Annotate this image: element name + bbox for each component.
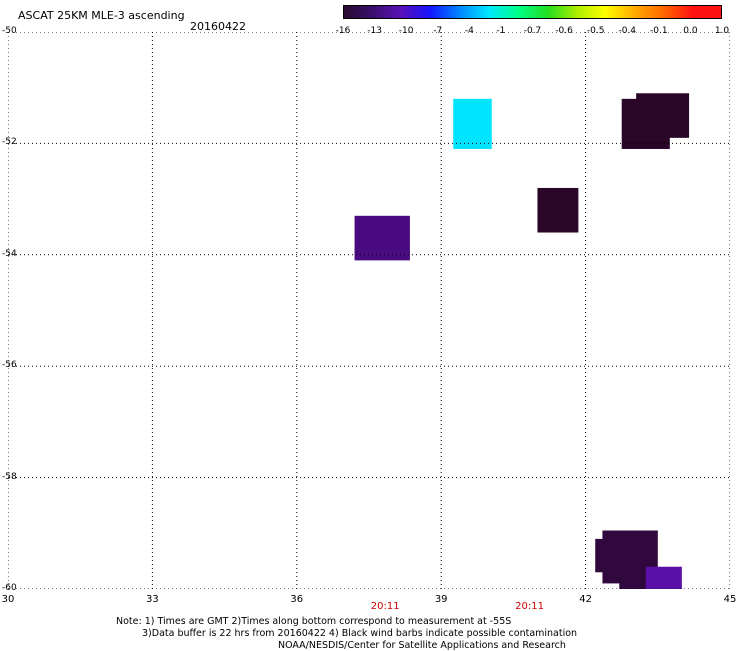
- color-scale-label: 1.0: [714, 26, 730, 36]
- color-scale-segment: [430, 5, 461, 19]
- note-line-1: Note: 1) Times are GMT 2)Times along bot…: [116, 616, 512, 627]
- color-scale-segment: [343, 5, 373, 19]
- color-scale-segment: [692, 5, 723, 19]
- longitude-tick: 42: [579, 594, 592, 605]
- color-scale-segment: [517, 5, 548, 19]
- color-scale-label: -0.5: [586, 26, 605, 36]
- color-scale-label: -0.6: [555, 26, 573, 36]
- color-scale-segment: [605, 5, 636, 19]
- wind-cell: [453, 98, 492, 149]
- color-scale-bar: [343, 5, 723, 19]
- latitude-tick: -50: [2, 26, 17, 36]
- color-scale-label: -7: [433, 26, 443, 36]
- note-line-2: 3)Data buffer is 22 hrs from 20160422 4)…: [142, 628, 578, 639]
- pass-time-label: 20:11: [370, 601, 400, 612]
- color-scale-label: -4: [464, 26, 474, 36]
- product-date: 20160422: [190, 20, 246, 33]
- color-scale-label: -16: [335, 26, 351, 36]
- color-scale-label: 0.0: [683, 26, 698, 36]
- wind-cell: [645, 566, 682, 589]
- map-plot-area: [8, 32, 730, 589]
- wind-cell: [537, 187, 579, 233]
- color-scale-label: -10: [398, 26, 414, 36]
- color-scale-segment: [663, 5, 694, 19]
- color-scale-label: -0.7: [523, 26, 542, 36]
- wind-cell: [636, 93, 690, 138]
- color-scale-segment: [459, 5, 490, 19]
- wind-cell: [595, 538, 639, 573]
- color-scale-label: -13: [367, 26, 382, 36]
- color-scale-segment: [401, 5, 431, 19]
- latitude-tick: -54: [2, 248, 17, 259]
- color-scale-segment: [488, 5, 519, 19]
- color-scale-label: -0.1: [650, 26, 668, 36]
- wind-cell: [354, 215, 410, 261]
- longitude-tick: 36: [290, 594, 304, 605]
- longitude-tick: 45: [723, 594, 737, 605]
- latitude-tick: -58: [2, 471, 17, 482]
- latitude-tick: -52: [2, 137, 17, 148]
- latitude-tick: -60: [2, 583, 17, 593]
- longitude-tick: 30: [1, 594, 15, 605]
- pass-time-label: 20:11: [515, 601, 545, 612]
- longitude-tick: 33: [146, 594, 159, 605]
- product-title: ASCAT 25KM MLE-3 ascending: [18, 9, 185, 22]
- color-scale-label: -1: [496, 26, 506, 36]
- latitude-tick: -56: [2, 360, 17, 371]
- color-scale-label: -0.4: [618, 26, 637, 36]
- color-scale-segment: [547, 5, 577, 19]
- longitude-tick: 39: [434, 594, 448, 605]
- note-line-3: NOAA/NESDIS/Center for Satellite Applica…: [278, 640, 566, 651]
- color-scale-segment: [576, 5, 606, 19]
- color-scale-border: [343, 5, 722, 19]
- color-scale-segment: [372, 5, 402, 19]
- color-scale-segment: [634, 5, 665, 19]
